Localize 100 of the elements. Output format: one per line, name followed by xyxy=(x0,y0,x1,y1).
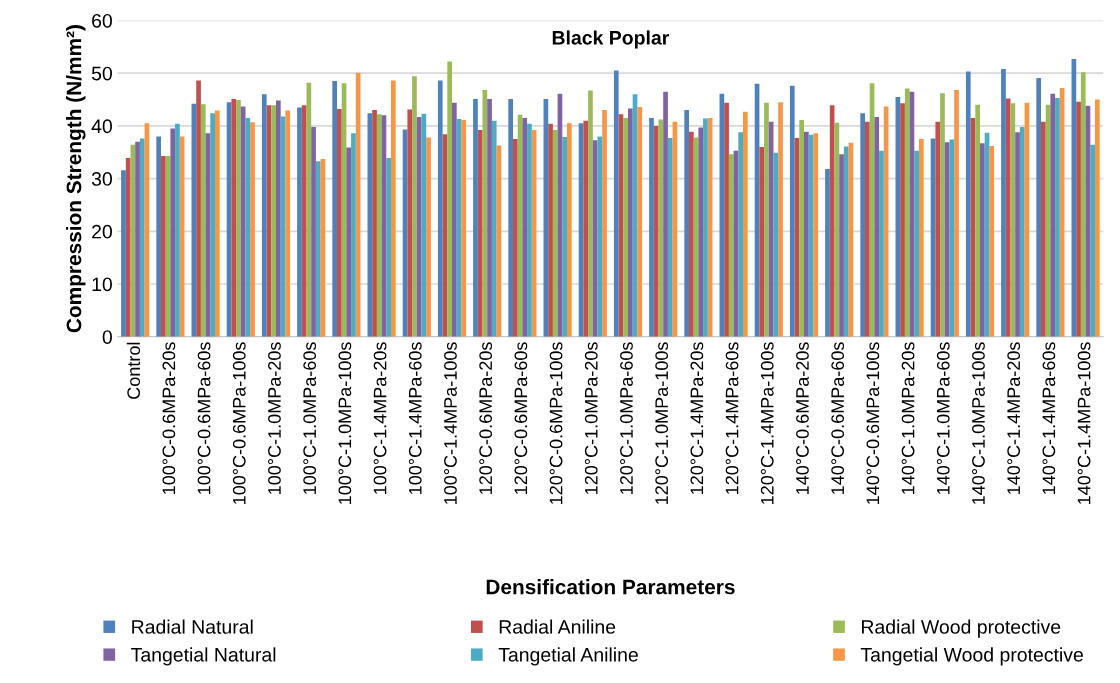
bar xyxy=(566,123,572,337)
bar xyxy=(236,100,241,337)
bar xyxy=(799,120,804,337)
x-tick-label: 120°C-1.0MPa-20s xyxy=(584,342,598,494)
bar xyxy=(161,155,166,337)
bar xyxy=(412,76,417,337)
y-axis-title: Compression Strength (N/mm²) xyxy=(66,25,86,333)
x-tick-label: 120°C-1.4MPa-60s xyxy=(725,342,739,494)
x-tick-label: 120°C-0.6MPa-100s xyxy=(549,342,563,504)
bar xyxy=(421,113,427,337)
bar xyxy=(337,109,342,337)
bar xyxy=(825,169,830,337)
bar xyxy=(602,110,607,337)
bar xyxy=(210,113,215,337)
bar xyxy=(315,161,321,337)
bar xyxy=(588,90,593,337)
bar xyxy=(426,137,431,337)
bar xyxy=(196,80,201,337)
legend-label: Radial Natural xyxy=(132,619,253,634)
bar xyxy=(121,170,126,337)
x-tick-label: 100°C-0.6MPa-100s xyxy=(232,342,246,504)
bar xyxy=(477,130,483,337)
bar xyxy=(491,120,497,337)
bar xyxy=(1001,68,1006,337)
bar xyxy=(527,123,532,337)
x-tick-label: 120°C-1.4MPa-100s xyxy=(760,342,774,504)
x-tick-label: Control xyxy=(126,342,141,399)
bar xyxy=(804,131,809,337)
x-tick-label: 120°C-1.0MPa-100s xyxy=(655,342,669,504)
bar xyxy=(980,143,985,337)
y-tick-label: 50 xyxy=(91,66,112,81)
y-tick-label: 0 xyxy=(102,330,112,344)
bar xyxy=(297,107,302,337)
bar xyxy=(139,138,145,337)
x-tick-label: 140°C-0.6MPa-60s xyxy=(831,342,845,494)
bar xyxy=(473,99,478,337)
bar xyxy=(914,150,919,337)
x-tick-label: 120°C-1.0MPa-60s xyxy=(620,342,633,494)
bar xyxy=(965,71,971,337)
bar xyxy=(649,117,654,337)
bar xyxy=(738,132,743,337)
bar xyxy=(989,145,995,337)
bar xyxy=(1090,144,1095,337)
y-tick-label: 10 xyxy=(92,277,112,292)
legend-label: Tangetial Aniline xyxy=(498,647,638,666)
bar xyxy=(865,121,870,337)
bar xyxy=(548,123,553,337)
bar xyxy=(301,105,307,337)
bar xyxy=(390,80,396,337)
bar xyxy=(170,128,176,337)
y-tick-label: 40 xyxy=(91,119,112,134)
bar xyxy=(508,99,514,337)
bar xyxy=(613,70,619,337)
bar xyxy=(935,121,941,337)
x-tick-label: 100°C-0.6MPa-60s xyxy=(197,342,211,494)
legend-label: Tangetial Wood protective xyxy=(860,647,1083,666)
bar xyxy=(522,117,528,337)
bar xyxy=(452,102,457,337)
bar xyxy=(1036,77,1042,337)
x-tick-label: 140°C-1.0MPa-20s xyxy=(901,342,915,494)
x-tick-label: 120°C-0.6MPa-60s xyxy=(514,342,528,494)
bar xyxy=(839,154,844,337)
bar xyxy=(860,113,866,337)
x-tick-label: 120°C-0.6MPa-20s xyxy=(479,342,493,494)
bar xyxy=(1080,72,1086,337)
x-tick-label: 100°C-1.4MPa-60s xyxy=(408,342,422,494)
x-tick-label: 100°C-1.4MPa-20s xyxy=(373,342,387,494)
bar xyxy=(954,90,959,337)
bar xyxy=(125,158,131,337)
bar xyxy=(276,100,281,337)
bar xyxy=(628,108,633,337)
bar xyxy=(1050,93,1056,337)
x-axis-title: Densification Parameters xyxy=(486,579,735,595)
bar xyxy=(214,110,220,337)
bar xyxy=(231,99,237,337)
x-tick-label: 100°C-1.0MPa-60s xyxy=(303,342,317,494)
x-tick-label: 140°C-1.0MPa-100s xyxy=(972,342,985,504)
bar xyxy=(1015,132,1020,337)
bar xyxy=(764,102,769,337)
x-tick-label: 100°C-1.0MPa-20s xyxy=(268,342,281,494)
bar xyxy=(728,154,734,337)
legend-label: Tangetial Natural xyxy=(131,647,276,666)
bar xyxy=(597,136,603,337)
bar xyxy=(461,120,467,337)
legend-label: Radial Aniline xyxy=(499,619,616,634)
bar xyxy=(900,103,905,337)
x-tick-label: 140°C-1.4MPa-20s xyxy=(1007,342,1021,494)
bar xyxy=(156,136,162,337)
y-tick-label: 30 xyxy=(91,172,112,186)
bar xyxy=(1076,101,1081,337)
bar xyxy=(637,106,643,337)
bar xyxy=(874,116,880,337)
bar xyxy=(829,105,835,337)
x-tick-label: 100°C-1.4MPa-100s xyxy=(444,342,457,504)
x-tick-label: 140°C-1.4MPa-100s xyxy=(1077,342,1091,504)
bar xyxy=(351,133,356,337)
bar xyxy=(940,93,945,337)
bar xyxy=(778,102,783,337)
bar xyxy=(698,127,704,337)
bar xyxy=(759,146,765,337)
